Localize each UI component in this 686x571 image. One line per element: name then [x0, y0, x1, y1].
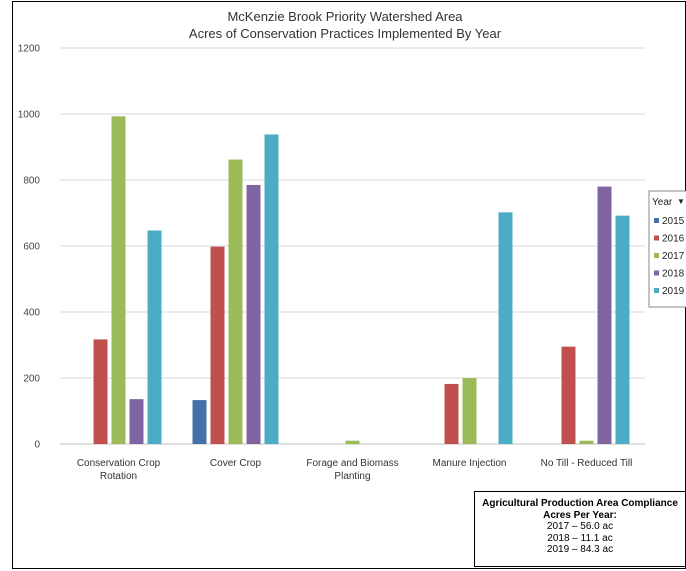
legend-swatch-2018: [654, 270, 659, 276]
bar-3-2017: [462, 378, 477, 444]
y-tick-label-1000: 1000: [18, 110, 41, 121]
bar-4-2016: [561, 346, 576, 444]
bar-1-2015: [192, 400, 207, 444]
note-line-2017: 2017 – 56.0 ac: [546, 521, 614, 532]
legend-label-2016: 2016: [662, 234, 685, 245]
bar-1-2018: [246, 184, 261, 444]
bar-4-2019: [615, 215, 630, 444]
bar-3-2016: [444, 383, 459, 444]
y-tick-label-600: 600: [23, 242, 40, 253]
compliance-note: Agricultural Production Area Compliance …: [474, 491, 686, 567]
bar-1-2016: [210, 246, 225, 444]
legend-box: [648, 190, 686, 308]
x-category-label-2-line-0: Forage and Biomass: [306, 458, 398, 469]
x-category-label-3-line-0: Manure Injection: [433, 458, 507, 469]
bar-1-2019: [264, 134, 279, 444]
legend-swatch-2016: [654, 235, 659, 241]
x-category-label-2-line-1: Planting: [334, 471, 370, 482]
bar-0-2018: [129, 399, 144, 444]
y-axis-ticks: 0 200 400 600 800 1000 1200: [18, 44, 41, 451]
legend-label-2017: 2017: [662, 251, 685, 262]
legend[interactable]: Year ▼ 2015 2016 2017 2018 2019: [648, 190, 686, 308]
bar-4-2017: [579, 440, 594, 444]
y-tick-label-200: 200: [23, 374, 40, 385]
chart-title: McKenzie Brook Priority Watershed Area: [227, 9, 463, 24]
x-category-label-0-line-1: Rotation: [100, 471, 137, 482]
note-line-2019: 2019 – 84.3 ac: [546, 544, 614, 555]
y-tick-label-800: 800: [23, 176, 40, 187]
x-axis-categories: Conservation Crop Rotation Cover Crop Forag…: [77, 458, 633, 482]
chart-subtitle: Acres of Conservation Practices Implemen…: [189, 26, 502, 41]
bar-0-2017: [111, 116, 126, 444]
bar-3-2019: [498, 212, 513, 444]
y-tick-label-1200: 1200: [18, 44, 41, 55]
legend-swatch-2015: [654, 218, 659, 223]
x-category-label-4-line-0: No Till - Reduced Till: [541, 458, 633, 469]
bar-4-2018: [597, 186, 612, 444]
bars: [93, 116, 630, 445]
note-subtitle: Acres Per Year:: [543, 509, 617, 521]
x-category-label-1-line-0: Cover Crop: [210, 458, 262, 469]
legend-label-2018: 2018: [662, 269, 685, 280]
note-title: Agricultural Production Area Compliance: [482, 498, 678, 509]
bar-0-2016: [93, 339, 108, 444]
legend-title: Year: [652, 197, 673, 208]
note-line-2018: 2018 – 11.1 ac: [547, 532, 613, 544]
y-tick-label-0: 0: [34, 440, 40, 451]
legend-swatch-2017: [654, 253, 659, 258]
bar-2-2017: [345, 440, 360, 444]
y-tick-label-400: 400: [23, 308, 40, 319]
x-category-label-0-line-0: Conservation Crop: [77, 458, 161, 469]
bar-0-2019: [147, 230, 162, 444]
legend-label-2015: 2015: [662, 216, 685, 227]
legend-label-2019: 2019: [662, 286, 685, 297]
bar-1-2017: [228, 159, 243, 445]
legend-swatch-2019: [654, 288, 659, 293]
legend-filter-dropdown-icon[interactable]: ▼: [677, 197, 685, 206]
